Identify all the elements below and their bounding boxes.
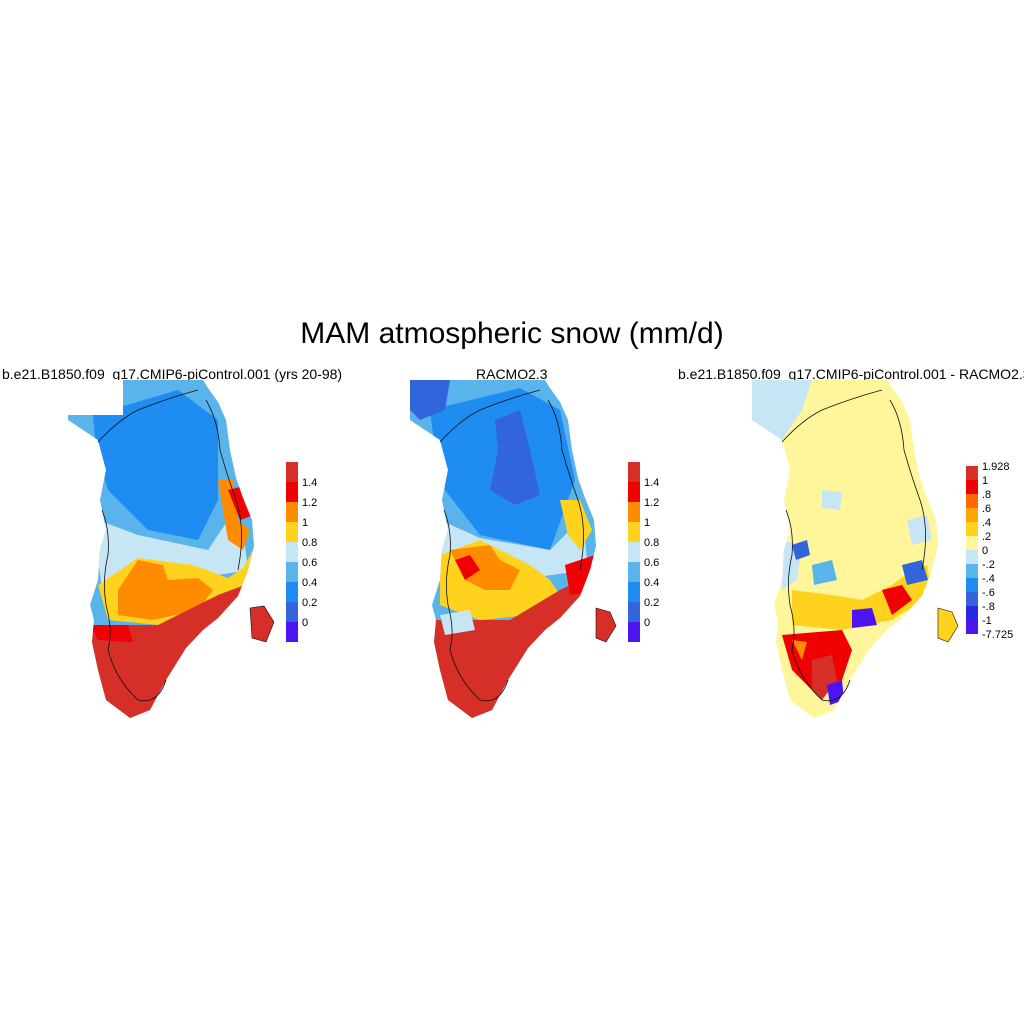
- colorbar-swatch: [286, 622, 298, 642]
- colorbar-label: 0.8: [302, 537, 317, 549]
- colorbar-swatch: [286, 582, 298, 602]
- colorbar-label: 0: [982, 545, 988, 557]
- panel-title-model: b.e21.B1850.f09_g17.CMIP6-piControl.001 …: [2, 366, 343, 382]
- colorbar-swatch: [286, 602, 298, 622]
- colorbar-label: -.4: [982, 573, 995, 585]
- colorbar-swatch: [286, 542, 298, 562]
- colorbar-difference: 1.928 1 .8 .6 .4 .2 0 -.2 -.4 -.6 -.8 -1 -7.725: [966, 461, 1013, 641]
- colorbar-label: 1: [982, 475, 988, 487]
- map-panel-racmo: [410, 380, 617, 718]
- colorbar-swatch: [628, 482, 640, 502]
- colorbar-swatch: [628, 602, 640, 622]
- colorbar-label: 0.2: [644, 597, 659, 609]
- colorbar-label: -.2: [982, 559, 995, 571]
- colorbar-label: 0: [302, 617, 308, 629]
- colorbar-label: -.6: [982, 587, 995, 599]
- colorbar-swatch: [966, 620, 978, 634]
- colorbar-swatch: [966, 592, 978, 606]
- colorbar-label: 1.2: [644, 497, 659, 509]
- page-title: MAM atmospheric snow (mm/d): [300, 317, 724, 350]
- colorbar-label: .6: [982, 503, 991, 515]
- colorbar-swatch: [966, 578, 978, 592]
- colorbar-swatch: [966, 494, 978, 508]
- map-panel-model: [68, 380, 275, 718]
- colorbar-label: .4: [982, 517, 991, 529]
- map-panel-difference: [752, 380, 959, 718]
- colorbar-label: 0.6: [302, 557, 317, 569]
- colorbar-swatch: [966, 550, 978, 564]
- panel-title-difference: b.e21.B1850.f09_g17.CMIP6-piControl.001 …: [678, 366, 1024, 382]
- colorbar-swatch: [628, 582, 640, 602]
- colorbar-swatch: [286, 522, 298, 542]
- colorbar-label: 0: [644, 617, 650, 629]
- colorbar-label: 0.4: [644, 577, 659, 589]
- colorbar-label: 0.8: [644, 537, 659, 549]
- colorbar-swatch: [286, 482, 298, 502]
- colorbar-label: -.8: [982, 601, 995, 613]
- colorbar-label: 0.2: [302, 597, 317, 609]
- colorbar-swatch: [628, 462, 640, 482]
- colorbar-label: 1: [644, 517, 650, 529]
- colorbar-label: 1.4: [302, 477, 317, 489]
- colorbar-label: .8: [982, 489, 991, 501]
- colorbar-swatch: [286, 502, 298, 522]
- colorbar-swatch: [966, 466, 978, 480]
- colorbar-swatch: [286, 462, 298, 482]
- colorbar-swatch: [628, 542, 640, 562]
- colorbar-label: -1: [982, 615, 992, 627]
- colorbar-label: .2: [982, 531, 991, 543]
- colorbar-swatch: [286, 562, 298, 582]
- colorbar-swatch: [966, 606, 978, 620]
- panel-title-racmo: RACMO2.3: [476, 366, 548, 382]
- colorbar-racmo: 1.4 1.2 1 0.8 0.6 0.4 0.2 0: [628, 462, 659, 642]
- colorbar-swatch: [628, 622, 640, 642]
- colorbar-label: 0.6: [644, 557, 659, 569]
- colorbar-swatch: [966, 536, 978, 550]
- colorbar-swatch: [966, 564, 978, 578]
- colorbar-label: 1.928: [982, 461, 1010, 473]
- colorbar-model: 1.4 1.2 1 0.8 0.6 0.4 0.2 0: [286, 462, 317, 642]
- colorbar-label: 1: [302, 517, 308, 529]
- colorbar-label: -7.725: [982, 629, 1013, 641]
- colorbar-swatch: [628, 522, 640, 542]
- colorbar-swatch: [966, 480, 978, 494]
- colorbar-swatch: [966, 522, 978, 536]
- colorbar-swatch: [966, 508, 978, 522]
- colorbar-swatch: [628, 562, 640, 582]
- colorbar-label: 1.4: [644, 477, 659, 489]
- colorbar-label: 0.4: [302, 577, 317, 589]
- colorbar-label: 1.2: [302, 497, 317, 509]
- colorbar-swatch: [628, 502, 640, 522]
